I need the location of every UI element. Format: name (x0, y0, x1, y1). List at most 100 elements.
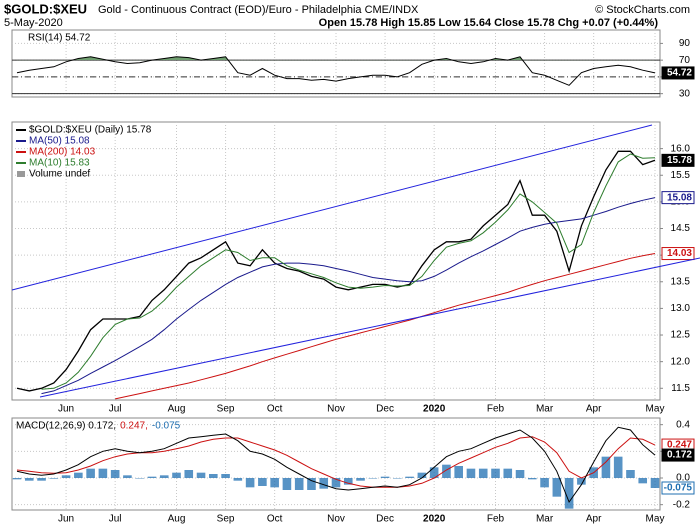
x-tick-label: Jul (109, 514, 122, 525)
value-box (661, 481, 695, 495)
histogram-bar (184, 470, 194, 478)
histogram-bar (159, 475, 169, 478)
x-tick-label: Dec (376, 514, 394, 525)
histogram-bar (552, 478, 562, 497)
histogram-bar (466, 468, 476, 478)
x-tick-label: Sep (217, 514, 235, 525)
description: Gold - Continuous Contract (EOD)/Euro - … (98, 4, 419, 16)
quote: Open 15.78 High 15.85 Low 15.64 Close 15… (319, 17, 659, 29)
histogram-bar (221, 474, 230, 478)
histogram-bar (172, 472, 181, 478)
panel-title-part: 0.247, (120, 421, 148, 432)
x-tick-label: Nov (327, 514, 345, 525)
histogram-bar (86, 468, 95, 478)
legend-entry: MA(200) 14.03 (29, 147, 96, 158)
series-line (115, 253, 656, 400)
histogram-bar (626, 470, 635, 478)
value-box (661, 191, 695, 205)
histogram-bar (564, 478, 574, 509)
x-tick-label: Dec (376, 404, 394, 415)
histogram-bar (196, 472, 206, 478)
histogram-bar (12, 478, 22, 480)
y-tick-label: 11.5 (671, 383, 690, 394)
histogram-bar (454, 466, 463, 478)
x-tick-label: Apr (586, 514, 602, 525)
x-tick-label: Oct (267, 404, 283, 415)
legend-entry: $GOLD:$XEU (Daily) 15.78 (29, 125, 152, 136)
histogram-bar (74, 472, 83, 478)
histogram-bar (393, 478, 402, 479)
series-line (41, 153, 656, 390)
histogram-bar (294, 478, 304, 490)
histogram-bar (368, 478, 378, 479)
histogram-bar (258, 478, 267, 486)
series-line (41, 197, 656, 395)
legend-entry: MA(50) 15.08 (29, 136, 90, 147)
x-tick-label: Nov (327, 404, 345, 415)
y-tick-label: 12.0 (671, 356, 691, 367)
trend-line-upper (11, 124, 653, 291)
histogram-bar (650, 478, 660, 488)
histogram-bar (343, 478, 353, 485)
histogram-bar (601, 456, 611, 478)
histogram-bar (356, 478, 365, 481)
histogram-bar (528, 478, 537, 480)
panel-title-part: -0.075 (152, 421, 181, 432)
x-tick-label: Jun (58, 404, 74, 415)
histogram-bar (61, 475, 71, 478)
y-tick-label: 70 (679, 55, 691, 66)
panel-title-part: MACD(12,26,9) 0.172, (16, 421, 116, 432)
histogram-bar (49, 478, 59, 479)
histogram-bar (638, 478, 648, 484)
y-tick-label: -0.2 (673, 499, 691, 510)
value-box-label: 14.03 (667, 248, 692, 259)
histogram-bar (147, 476, 157, 478)
series-line (16, 56, 656, 86)
histogram-bar (417, 472, 427, 478)
x-tick-label: Aug (168, 514, 186, 525)
histogram-bar (110, 470, 120, 478)
histogram-bar (442, 464, 451, 478)
value-box-label: 54.72 (667, 68, 692, 79)
legend-entry: Volume undef (29, 169, 90, 180)
value-box-label: 15.08 (667, 192, 692, 203)
histogram-bar (405, 476, 414, 478)
histogram-bar (478, 468, 488, 478)
histogram-bar (380, 476, 390, 478)
value-box-label: -0.075 (664, 483, 693, 494)
histogram-bar (515, 470, 525, 478)
x-tick-label: May (646, 404, 665, 415)
value-box-label: 0.172 (667, 450, 692, 461)
x-tick-label: Jun (58, 514, 74, 525)
histogram-bar (245, 478, 255, 488)
x-tick-label: Sep (217, 404, 235, 415)
trend-line-lower (39, 257, 700, 398)
series-line (16, 436, 656, 488)
x-tick-label: May (646, 514, 665, 525)
histogram-bar (577, 478, 586, 485)
date: 5-May-2020 (4, 17, 63, 29)
x-tick-label: 2020 (423, 404, 446, 415)
histogram-bar (233, 478, 243, 481)
series-line (16, 150, 656, 392)
value-box-label: 0.247 (667, 440, 692, 451)
x-tick-label: Feb (487, 514, 505, 525)
x-tick-label: Mar (536, 514, 554, 525)
x-tick-label: Mar (536, 404, 554, 415)
x-tick-label: Apr (586, 404, 602, 415)
legend-swatch (17, 171, 25, 177)
y-tick-label: 13.0 (671, 303, 691, 314)
y-tick-label: 90 (679, 38, 691, 49)
value-box (661, 66, 695, 80)
panel-title: RSI(14) 54.72 (28, 33, 91, 44)
histogram-bar (209, 474, 218, 478)
histogram-bar (540, 478, 549, 488)
histogram-bar (282, 478, 292, 490)
value-box (661, 448, 695, 462)
y-tick-label: 14.5 (671, 223, 691, 234)
value-box-label: 15.78 (667, 155, 692, 166)
histogram-bar (24, 478, 34, 481)
y-tick-label: 0.0 (676, 473, 690, 484)
